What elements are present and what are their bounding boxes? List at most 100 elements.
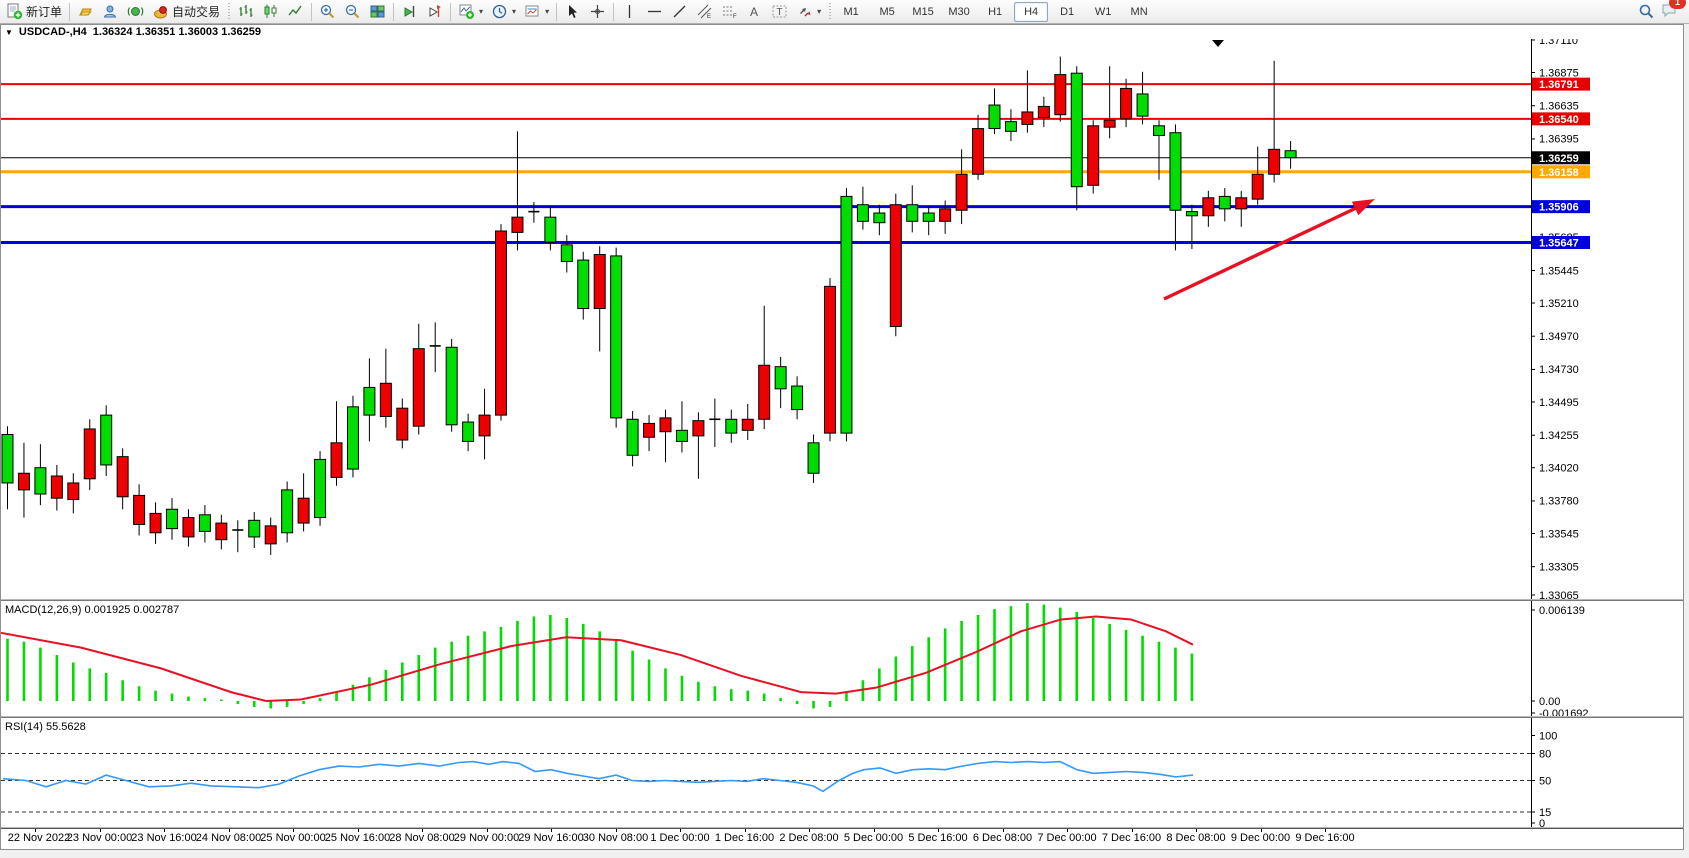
candle bbox=[198, 505, 211, 543]
candle bbox=[659, 409, 672, 463]
candle bbox=[675, 401, 688, 453]
time-tick bbox=[680, 829, 681, 832]
bar-chart-button[interactable] bbox=[233, 1, 258, 23]
price-tick-label: 1.36395 bbox=[1539, 134, 1579, 146]
text-icon: A bbox=[750, 5, 758, 19]
time-tick bbox=[422, 829, 423, 832]
main-price-chart[interactable]: 1.371101.368751.366351.363951.356851.354… bbox=[1, 39, 1683, 599]
candle bbox=[1087, 120, 1100, 194]
new-order-button[interactable]: 新订单 bbox=[2, 1, 66, 23]
panel-separator[interactable] bbox=[1, 599, 1683, 601]
macd-background bbox=[1, 601, 1683, 716]
rsi-axis-label: 15 bbox=[1539, 807, 1551, 819]
chevron-down-icon: ▾ bbox=[817, 7, 822, 16]
signal-button[interactable] bbox=[123, 1, 148, 23]
indicators-button[interactable]: ▾ bbox=[454, 1, 487, 23]
rsi-indicator-panel[interactable]: 100 80 50 150 RSI(14) 55.5628 bbox=[1, 718, 1683, 827]
zoom-out-button[interactable] bbox=[340, 1, 365, 23]
macd-axis-label: 0.006139 bbox=[1539, 605, 1585, 617]
vertical-line-button[interactable] bbox=[617, 1, 642, 23]
candle bbox=[774, 356, 787, 409]
chart-shift-marker-icon[interactable] bbox=[1212, 40, 1224, 47]
text-label-button[interactable]: T bbox=[767, 1, 792, 23]
expander-icon[interactable]: ▼ bbox=[5, 27, 13, 37]
timeframe-d1-button[interactable]: D1 bbox=[1060, 5, 1075, 18]
auto-scroll-button[interactable] bbox=[397, 1, 422, 23]
candle bbox=[330, 401, 343, 486]
window-right-margin bbox=[1684, 24, 1689, 858]
candle bbox=[1268, 60, 1281, 183]
gold-icon bbox=[78, 8, 93, 16]
candlestick-chart-button[interactable] bbox=[258, 1, 283, 23]
timeframe-w1-button[interactable]: W1 bbox=[1094, 5, 1112, 18]
line-chart-icon bbox=[288, 5, 302, 16]
time-tick bbox=[164, 829, 165, 832]
time-tick bbox=[486, 829, 488, 832]
time-axis-label: 5 Dec 16:00 bbox=[908, 832, 968, 844]
chevron-down-icon: ▾ bbox=[545, 7, 550, 16]
candle bbox=[215, 514, 228, 550]
toolbar-drag-handle[interactable] bbox=[226, 2, 232, 21]
profile-button[interactable] bbox=[98, 1, 123, 23]
time-tick bbox=[357, 829, 359, 832]
tile-windows-button[interactable] bbox=[365, 1, 390, 23]
text-button[interactable]: A bbox=[742, 1, 767, 23]
autotrade-button[interactable]: 自动交易 bbox=[148, 1, 224, 23]
candle bbox=[1235, 190, 1248, 227]
timeframe-m15-button[interactable]: M15 bbox=[912, 5, 934, 18]
time-tick bbox=[938, 829, 939, 832]
notifications[interactable]: 1 bbox=[1661, 0, 1686, 23]
periods-button[interactable]: ▾ bbox=[487, 1, 520, 23]
timeframe-h4-button[interactable]: H4 bbox=[1014, 1, 1049, 22]
candle bbox=[1153, 120, 1165, 180]
notification-badge[interactable]: 1 bbox=[1669, 0, 1686, 9]
autotrade-icon bbox=[154, 6, 168, 19]
time-axis-label: 23 Nov 16:00 bbox=[131, 832, 197, 844]
line-chart-button[interactable] bbox=[283, 1, 308, 23]
time-tick bbox=[873, 829, 875, 832]
cursor-button[interactable] bbox=[560, 1, 585, 23]
vertical-line-icon bbox=[628, 5, 631, 18]
svg-text:1.36791: 1.36791 bbox=[1539, 79, 1579, 91]
trend-arrow-annotation[interactable] bbox=[1163, 199, 1375, 301]
trendline-button[interactable] bbox=[667, 1, 692, 23]
timeframe-m1-button[interactable]: M1 bbox=[843, 5, 859, 18]
macd-indicator-panel[interactable]: 0.006139 0.00-0.001692 MACD(12,26,9) 0.001… bbox=[1, 601, 1683, 716]
svg-text:1.36158: 1.36158 bbox=[1539, 167, 1579, 179]
templates-button[interactable]: ▾ bbox=[520, 1, 553, 23]
candle bbox=[396, 398, 409, 449]
timeframe-h1-button[interactable]: H1 bbox=[988, 5, 1003, 18]
timeframe-m5-button[interactable]: M5 bbox=[879, 5, 895, 18]
time-axis-label: 29 Nov 16:00 bbox=[518, 832, 584, 844]
panel-separator[interactable] bbox=[1, 716, 1683, 718]
candle bbox=[922, 206, 935, 236]
candle bbox=[281, 481, 294, 543]
price-tag: 1.36791 bbox=[1532, 77, 1590, 91]
time-axis-label: 6 Dec 08:00 bbox=[972, 832, 1033, 844]
equidistant-channel-button[interactable]: E bbox=[692, 1, 717, 23]
timeframe-mn-button[interactable]: MN bbox=[1130, 5, 1148, 18]
timeframe-m30-button[interactable]: M30 bbox=[948, 5, 970, 18]
price-tick-label: 1.34255 bbox=[1539, 430, 1579, 442]
candle bbox=[1218, 188, 1231, 222]
candle bbox=[34, 444, 47, 506]
fibonacci-button[interactable]: F bbox=[717, 1, 742, 23]
templates-icon bbox=[525, 5, 539, 17]
gold-button[interactable] bbox=[73, 1, 98, 23]
crosshair-button[interactable] bbox=[585, 1, 610, 23]
chart-shift-button[interactable] bbox=[422, 1, 447, 23]
arrows-button[interactable]: ▾ bbox=[792, 1, 825, 23]
toolbar-drag-handle[interactable] bbox=[827, 2, 833, 21]
time-tick bbox=[293, 829, 294, 832]
horizontal-line-button[interactable] bbox=[642, 1, 667, 23]
candle bbox=[1004, 109, 1017, 142]
time-tick bbox=[1325, 829, 1326, 832]
toolbar-separator bbox=[613, 2, 615, 21]
candle bbox=[906, 185, 919, 233]
time-axis-label: 9 Dec 16:00 bbox=[1295, 832, 1355, 844]
zoom-in-button[interactable] bbox=[315, 1, 340, 23]
search-icon[interactable] bbox=[1638, 3, 1655, 20]
candlestick-chart-icon bbox=[264, 4, 277, 18]
time-tick bbox=[615, 829, 617, 832]
svg-text:T: T bbox=[777, 7, 783, 18]
